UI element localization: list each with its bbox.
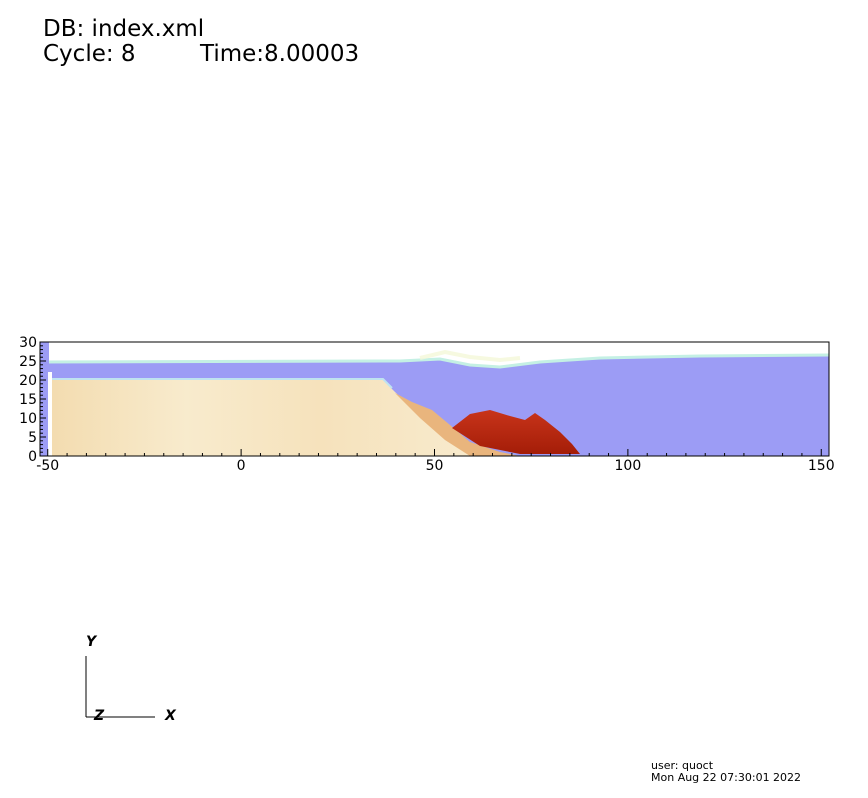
left-wall — [48, 372, 52, 456]
x-tick-label: 100 — [615, 458, 642, 474]
x-tick-label: 150 — [808, 458, 835, 474]
cycle-label: Cycle: 8 — [43, 41, 136, 67]
triad-z-label: Z — [93, 708, 105, 724]
field-image — [40, 342, 829, 456]
sediment-mound — [452, 410, 580, 454]
y-tick-label: 10 — [19, 411, 37, 427]
y-tick-label: 25 — [19, 354, 37, 370]
time-label: Time:8.00003 — [200, 41, 360, 67]
axis-triad: Y Z X — [85, 634, 177, 724]
x-tick-label: 50 — [426, 458, 444, 474]
y-axis: 0 5 10 15 20 25 30 — [19, 335, 46, 465]
date-label: Mon Aug 22 07:30:01 2022 — [651, 771, 802, 784]
triad-y-label: Y — [86, 634, 98, 650]
free-surface-band — [40, 353, 829, 369]
sediment-slope — [395, 393, 520, 456]
triad-x-label: X — [164, 708, 177, 724]
y-tick-label: 20 — [19, 373, 37, 389]
x-axis: -50 0 50 100 150 — [36, 449, 835, 474]
y-tick-label: 30 — [19, 335, 37, 351]
database-label: DB: index.xml — [43, 16, 205, 42]
y-tick-label: 0 — [28, 449, 37, 465]
x-tick-label: 0 — [237, 458, 246, 474]
x-tick-label: -50 — [36, 458, 59, 474]
sand-block — [52, 380, 500, 456]
y-tick-label: 5 — [28, 430, 37, 446]
y-tick-label: 15 — [19, 392, 37, 408]
user-label: user: quoct — [651, 759, 714, 772]
